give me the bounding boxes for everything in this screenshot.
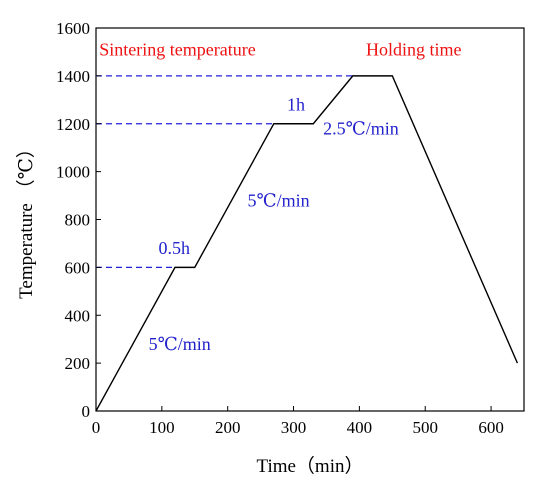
y-tick-label: 1400 xyxy=(56,67,90,86)
annotation-holding: Holding time xyxy=(366,40,462,60)
series-line-0 xyxy=(95,75,519,412)
y-tick-label: 800 xyxy=(65,211,91,230)
annotation-rate5a: 5℃/min xyxy=(149,334,211,354)
x-tick-label: 100 xyxy=(149,418,175,437)
x-tick-label: 300 xyxy=(281,418,307,437)
annotation-hold1: 1h xyxy=(287,95,305,115)
annotation-rate25: 2.5℃/min xyxy=(323,119,399,139)
y-tick-label: 1600 xyxy=(56,19,90,38)
y-tick-label: 400 xyxy=(65,306,91,325)
annotation-rate5b: 5℃/min xyxy=(247,190,309,210)
x-tick-label: 600 xyxy=(478,418,504,437)
y-tick-label: 1000 xyxy=(56,163,90,182)
x-tick-label: 200 xyxy=(215,418,241,437)
y-axis-title: Temperature （℃） xyxy=(15,139,37,299)
y-tick-label: 600 xyxy=(65,258,91,277)
y-tick-label: 1200 xyxy=(56,115,90,134)
annotation-hold05: 0.5h xyxy=(159,238,191,258)
x-tick-label: 500 xyxy=(412,418,438,437)
annotation-sintering: Sintering temperature xyxy=(99,40,255,60)
series-lines xyxy=(95,75,519,412)
guide-lines xyxy=(96,75,353,269)
x-tick-label: 0 xyxy=(92,418,101,437)
x-axis-title: Time（min） xyxy=(257,455,364,477)
y-tick-label: 200 xyxy=(65,354,91,373)
annotations: Sintering temperature Holding time 1h 2.5℃/… xyxy=(99,40,461,354)
y-tick-label: 0 xyxy=(82,402,91,421)
axis-ticks: 0 100 200 300 400 500 600 0 200 400 600 800 1000 1200… xyxy=(56,19,504,437)
x-tick-label: 400 xyxy=(347,418,373,437)
